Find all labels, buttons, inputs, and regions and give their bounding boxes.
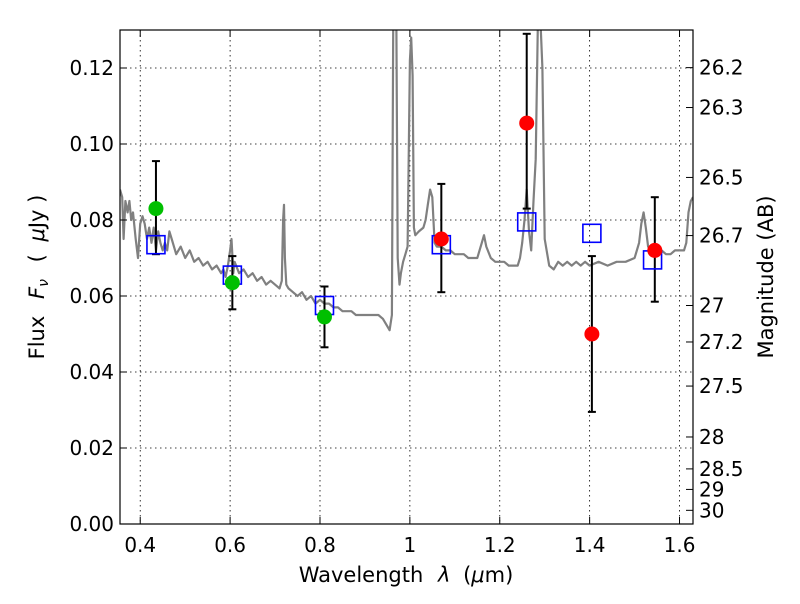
- x-tick-label: 0.8: [304, 533, 336, 557]
- observed-nir-point: [647, 242, 663, 258]
- y2-tick-label: 26.7: [699, 224, 744, 248]
- y-tick-label: 0.10: [69, 132, 114, 156]
- observed-optical-point: [148, 201, 164, 217]
- plot-area: [120, 30, 693, 332]
- x-tick-label: 1.4: [574, 533, 606, 557]
- y2-tick-label: 29: [699, 477, 724, 501]
- y2-tick-label: 28: [699, 425, 724, 449]
- model-spectrum-line: [120, 30, 693, 332]
- y2-tick-label: 26.5: [699, 165, 744, 189]
- observed-nir-point: [584, 326, 600, 342]
- grid: [120, 30, 693, 525]
- y2-tick-label: 27.5: [699, 374, 744, 398]
- x-axis-label-symbol: λ: [437, 563, 450, 587]
- x-axis-label-unit-mu: μ: [470, 563, 484, 587]
- observed-optical-point: [224, 275, 240, 291]
- x-tick-label: 0.4: [124, 533, 156, 557]
- y2-tick-label: 26.3: [699, 96, 744, 120]
- y-axis-label-unit-open: (: [25, 254, 49, 262]
- model-photometry-point: [582, 223, 602, 244]
- plot-frame: [119, 29, 694, 525]
- y-tick-label: 0.00: [69, 512, 114, 536]
- ticks: 0.4 0.6 0.8 1 1.2 1.4 1.6 0.00 0.02 0.04 0.06 0.08 0…: [69, 30, 744, 557]
- y-axis-label-unit-mu: μ: [25, 228, 49, 242]
- y-axis-label-unit-rest: Jy ): [25, 195, 49, 231]
- x-axis-label-unit-open: (: [463, 563, 471, 587]
- observed-nir-point: [433, 231, 449, 247]
- y2-tick-label: 30: [699, 498, 724, 522]
- y2-tick-label: 27: [699, 294, 724, 318]
- y-axis-label: Flux Fν ( μJy ): [25, 195, 53, 360]
- x-tick-label: 1: [404, 533, 417, 557]
- y-tick-label: 0.04: [69, 360, 114, 384]
- y-axis-label-text: Flux: [25, 316, 49, 360]
- x-tick-label: 1.2: [484, 533, 516, 557]
- x-tick-label: 1.6: [664, 533, 696, 557]
- observed-nir-point: [519, 115, 535, 131]
- x-axis-label: Wavelength λ (μm): [299, 563, 514, 587]
- y-tick-label: 0.12: [69, 56, 114, 80]
- y2-tick-label: 26.2: [699, 56, 744, 80]
- x-axis-label-text: Wavelength: [299, 563, 424, 587]
- y-tick-label: 0.02: [69, 436, 114, 460]
- y2-tick-label: 28.5: [699, 457, 744, 481]
- y-tick-label: 0.06: [69, 284, 114, 308]
- y-axis-label-symbol: F: [25, 286, 49, 299]
- observed-optical-point: [316, 309, 332, 325]
- y2-tick-label: 27.2: [699, 330, 744, 354]
- x-axis-label-unit-rest: m): [485, 563, 514, 587]
- y-tick-label: 0.08: [69, 208, 114, 232]
- model-photometry-point: [516, 212, 537, 232]
- y-axis-label-symbol-sub: ν: [36, 279, 52, 287]
- model-photometry-point: [146, 234, 166, 255]
- y2-axis-label: Magnitude (AB): [754, 195, 778, 358]
- x-tick-label: 0.6: [214, 533, 246, 557]
